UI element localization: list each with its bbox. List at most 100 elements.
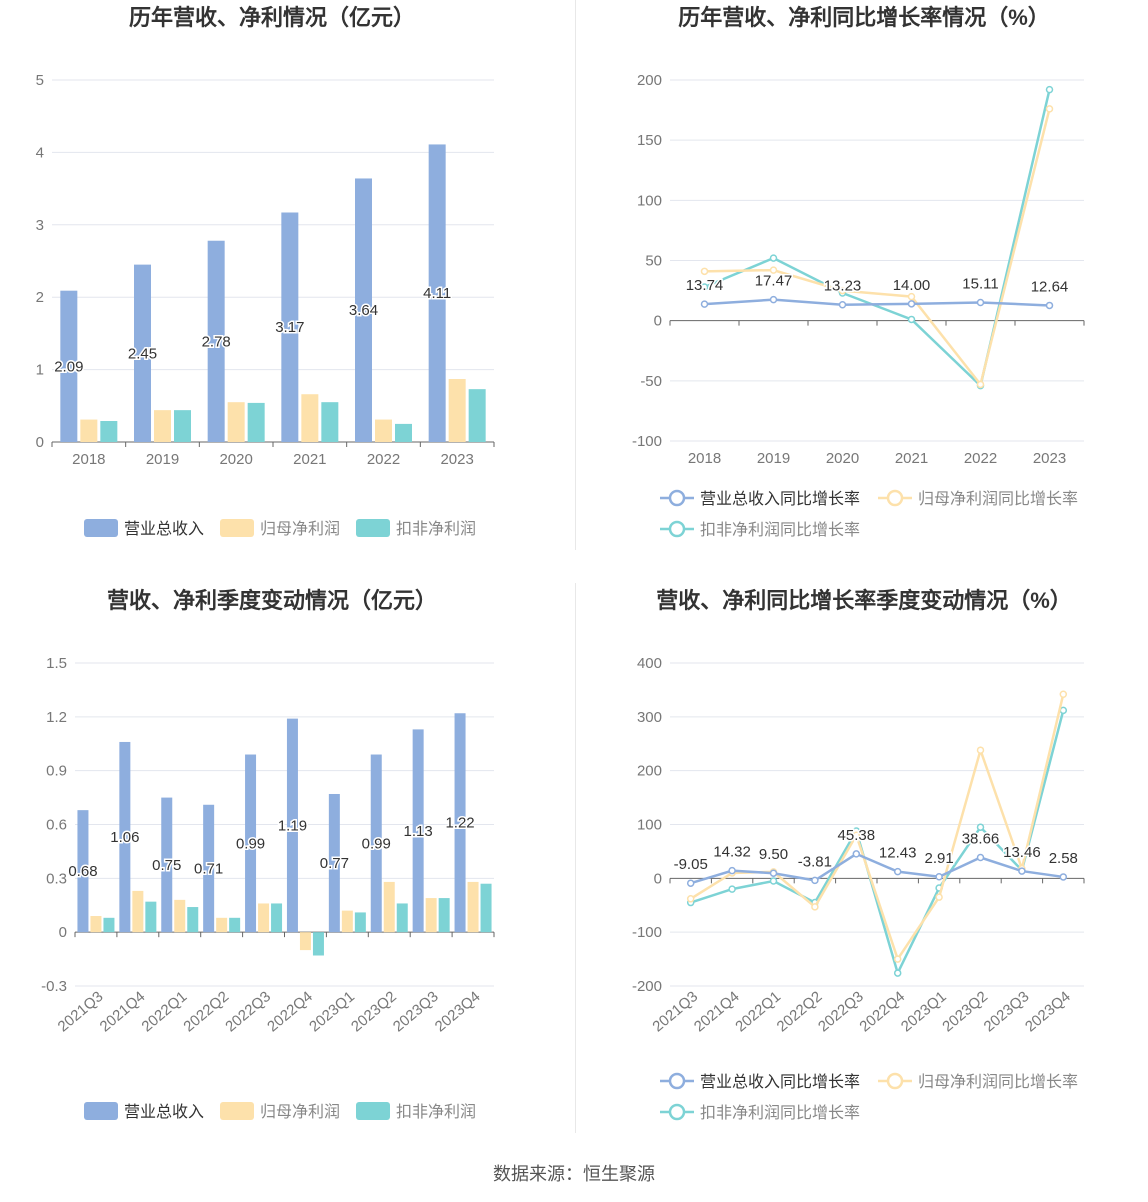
x-tick-label: 2022Q1 xyxy=(732,988,784,1035)
x-tick-label: 2022Q3 xyxy=(222,988,274,1035)
bar-data-label: 0.75 xyxy=(152,857,181,874)
series-point xyxy=(976,298,985,307)
bar-parent-profit xyxy=(154,410,171,442)
series-line-parent-profit-growth xyxy=(690,693,1065,962)
bar-data-label: 1.13 xyxy=(404,823,433,840)
series-point xyxy=(686,895,695,903)
legend-label: 营业总收入同比增长率 xyxy=(700,490,860,508)
y-tick-label: 0.3 xyxy=(46,870,67,887)
bar-deducted-profit xyxy=(321,402,339,442)
legend-label: 营业总收入同比增长率 xyxy=(700,1073,860,1091)
bar-deducted-profit xyxy=(354,912,366,933)
series-point xyxy=(907,292,916,301)
legend-marker xyxy=(668,489,686,507)
series-point xyxy=(907,315,916,324)
x-tick-label: 2023Q3 xyxy=(981,988,1033,1035)
y-tick-label: 0 xyxy=(654,870,662,887)
bar-data-label: 1.22 xyxy=(445,815,474,832)
legend-marker xyxy=(886,489,904,507)
series-point xyxy=(769,877,778,885)
x-tick-label: 2021Q4 xyxy=(97,988,149,1035)
series-point xyxy=(893,969,902,977)
series-line-deducted-profit-growth xyxy=(704,89,1051,389)
y-tick-label: -100 xyxy=(632,924,662,941)
bar-parent-profit xyxy=(216,917,228,933)
x-tick-label: 2019 xyxy=(757,450,790,467)
bar-revenue xyxy=(328,793,340,933)
series-point xyxy=(838,300,847,309)
line-data-label: -3.81 xyxy=(798,853,832,870)
legend-label: 扣非净利润同比增长率 xyxy=(700,521,860,539)
series-point xyxy=(976,853,985,862)
y-tick-label: 1.2 xyxy=(46,709,67,726)
bar-data-label: 0.71 xyxy=(194,860,223,877)
x-tick-label: 2021Q3 xyxy=(649,988,701,1035)
x-tick-label: 2022 xyxy=(964,450,997,467)
legend-marker xyxy=(668,1072,686,1090)
line-data-label: 12.64 xyxy=(1031,278,1069,295)
legend-label: 归母净利润 xyxy=(260,520,340,538)
bar-revenue xyxy=(454,713,466,933)
bar-parent-profit xyxy=(301,394,319,442)
y-tick-label: 300 xyxy=(637,709,662,726)
line-data-label: 45.38 xyxy=(838,827,876,844)
series-point xyxy=(893,955,902,963)
bar-data-label: 0.99 xyxy=(236,835,265,852)
y-tick-label: 0 xyxy=(36,434,44,451)
bar-revenue xyxy=(134,264,151,442)
series-point xyxy=(907,300,916,308)
y-tick-label: 5 xyxy=(36,72,44,89)
x-tick-label: 2021 xyxy=(293,451,326,468)
series-point xyxy=(852,850,861,858)
x-tick-label: 2022Q1 xyxy=(138,988,190,1035)
bar-parent-profit xyxy=(80,419,98,442)
legend-label: 扣非净利润 xyxy=(396,520,476,538)
y-tick-label: 100 xyxy=(637,192,662,209)
series-point xyxy=(852,831,861,840)
legend-marker xyxy=(668,520,686,538)
quarterly-revenue-profit-svg: 营收、净利季度变动情况（亿元） -0.3 0 0.3 0.6 0.9 1.2 1.5 2021Q… xyxy=(41,588,495,1121)
quarterly-revenue-profit-chart: 营收、净利季度变动情况（亿元） -0.3 0 0.3 0.6 0.9 1.2 1.5 2021Q… xyxy=(0,583,574,1166)
series-point xyxy=(1059,690,1068,698)
series-point xyxy=(1045,105,1054,113)
series-point xyxy=(728,885,736,893)
series-point xyxy=(935,873,943,881)
legend-label: 营业总收入 xyxy=(124,1103,204,1121)
series-point xyxy=(976,823,985,831)
bar-deducted-profit xyxy=(174,410,191,442)
x-tick-label: 2020 xyxy=(826,450,859,467)
x-tick-label: 2020 xyxy=(219,451,252,468)
line-data-label: 2.58 xyxy=(1049,850,1078,867)
line-data-label: 14.00 xyxy=(893,277,931,294)
series-point xyxy=(700,283,709,291)
bar-parent-profit xyxy=(258,903,270,933)
annual-growth-rate-svg: 历年营收、净利同比增长率情况（%） -100 -50 0 50 100 150 200 2018… xyxy=(632,5,1085,539)
bar-parent-profit xyxy=(341,910,353,933)
bar-revenue xyxy=(119,741,131,933)
bar-parent-profit xyxy=(299,932,311,951)
series-line-revenue-growth xyxy=(704,298,1050,307)
x-tick-label: 2022Q3 xyxy=(815,988,867,1035)
bar-parent-profit xyxy=(383,881,395,933)
line-data-label: 15.11 xyxy=(962,275,998,292)
x-tick-label: 2022Q4 xyxy=(264,988,316,1035)
line-data-label: 9.50 xyxy=(759,846,788,863)
x-tick-label: 2023 xyxy=(440,451,473,468)
y-tick-label: 200 xyxy=(637,763,662,780)
line-data-label: 2.91 xyxy=(924,850,953,867)
bar-deducted-profit xyxy=(468,389,486,442)
series-point xyxy=(686,879,695,887)
x-tick-label: 2022Q2 xyxy=(180,988,232,1035)
series-point xyxy=(1018,867,1026,875)
legend-swatch xyxy=(220,519,254,537)
x-tick-label: 2023Q2 xyxy=(348,988,400,1035)
bar-parent-profit xyxy=(132,890,144,933)
legend-marker xyxy=(886,1072,904,1090)
annual-growth-rate-chart: 历年营收、净利同比增长率情况（%） -100 -50 0 50 100 150 200 2018… xyxy=(574,0,1148,583)
series-point xyxy=(976,380,985,389)
bar-revenue xyxy=(370,754,382,933)
bar-deducted-profit xyxy=(103,917,115,933)
x-tick-label: 2021Q4 xyxy=(691,988,743,1035)
series-point xyxy=(935,893,943,901)
data-source: 数据来源：恒生聚源 xyxy=(493,1164,655,1184)
